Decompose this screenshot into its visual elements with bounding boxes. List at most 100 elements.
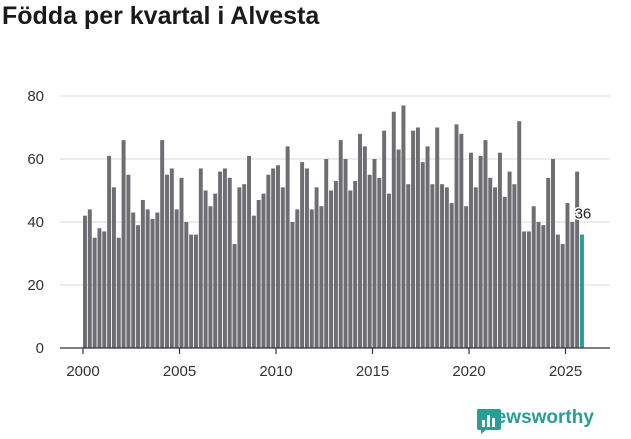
bar[interactable] <box>570 222 575 348</box>
bar[interactable] <box>184 222 189 348</box>
bar[interactable] <box>169 168 174 348</box>
bar[interactable] <box>493 187 498 348</box>
bar[interactable] <box>193 234 198 348</box>
bar[interactable] <box>174 209 179 348</box>
bar[interactable] <box>420 162 425 348</box>
bar[interactable] <box>575 171 580 348</box>
bar[interactable] <box>227 177 232 348</box>
bar[interactable] <box>435 127 440 349</box>
bar[interactable] <box>285 146 290 348</box>
bar[interactable] <box>256 199 261 348</box>
bar[interactable] <box>386 193 391 348</box>
bar[interactable] <box>425 146 430 348</box>
bar[interactable] <box>367 174 372 348</box>
bar[interactable] <box>232 244 237 348</box>
bar[interactable] <box>242 184 247 348</box>
bar[interactable] <box>179 177 184 348</box>
bar[interactable] <box>444 187 449 348</box>
bar[interactable] <box>136 225 141 348</box>
bar[interactable] <box>309 209 314 348</box>
bar[interactable] <box>189 234 194 348</box>
bar[interactable] <box>377 177 382 348</box>
bar[interactable] <box>116 237 121 348</box>
bar[interactable] <box>546 177 551 348</box>
bar[interactable] <box>478 155 483 348</box>
bar[interactable] <box>396 149 401 348</box>
bar[interactable] <box>415 127 420 349</box>
bar[interactable] <box>469 152 473 348</box>
bar[interactable] <box>222 168 227 348</box>
bar[interactable] <box>208 206 213 348</box>
bar[interactable] <box>560 244 565 348</box>
bar-latest[interactable] <box>579 234 584 348</box>
bar[interactable] <box>358 133 362 348</box>
bar[interactable] <box>512 184 517 348</box>
bar[interactable] <box>440 184 445 348</box>
bar[interactable] <box>488 177 493 348</box>
bar[interactable] <box>319 206 324 348</box>
bar[interactable] <box>483 140 488 348</box>
bar[interactable] <box>83 215 87 348</box>
bar[interactable] <box>362 146 367 348</box>
bar[interactable] <box>126 174 131 348</box>
bar[interactable] <box>131 212 136 348</box>
bar[interactable] <box>97 228 102 348</box>
bar[interactable] <box>304 168 309 348</box>
bar[interactable] <box>165 174 169 348</box>
bar[interactable] <box>526 231 531 348</box>
bar[interactable] <box>406 184 411 348</box>
bar[interactable] <box>92 237 97 348</box>
bar[interactable] <box>155 212 160 348</box>
bar[interactable] <box>401 105 406 348</box>
bar[interactable] <box>295 209 300 348</box>
bar[interactable] <box>271 168 276 348</box>
bar[interactable] <box>324 159 329 348</box>
bar[interactable] <box>251 215 256 348</box>
bar[interactable] <box>430 184 435 348</box>
bar[interactable] <box>551 159 555 348</box>
bar[interactable] <box>555 234 560 348</box>
bar[interactable] <box>237 187 242 348</box>
bar[interactable] <box>464 206 469 348</box>
bar[interactable] <box>247 155 252 348</box>
bar[interactable] <box>107 155 112 348</box>
bar[interactable] <box>87 209 92 348</box>
bar[interactable] <box>266 174 271 348</box>
bar[interactable] <box>454 124 459 348</box>
bar[interactable] <box>565 203 570 348</box>
bar[interactable] <box>314 187 319 348</box>
bar[interactable] <box>213 193 218 348</box>
bar[interactable] <box>411 130 416 348</box>
bar[interactable] <box>382 130 387 348</box>
bar[interactable] <box>343 159 348 348</box>
bar[interactable] <box>218 171 223 348</box>
bar[interactable] <box>290 222 295 348</box>
bar[interactable] <box>150 218 155 348</box>
bar[interactable] <box>536 222 541 348</box>
bar[interactable] <box>198 168 203 348</box>
bar[interactable] <box>522 231 527 348</box>
bar[interactable] <box>333 181 338 348</box>
bar[interactable] <box>348 190 353 349</box>
bar[interactable] <box>473 187 478 348</box>
bar[interactable] <box>329 190 334 349</box>
bar[interactable] <box>507 171 512 348</box>
bar[interactable] <box>541 225 546 348</box>
bar[interactable] <box>276 165 280 348</box>
bar[interactable] <box>497 152 502 348</box>
bar[interactable] <box>353 181 358 348</box>
bar[interactable] <box>502 196 507 348</box>
bar[interactable] <box>145 209 150 348</box>
bar[interactable] <box>261 193 266 348</box>
bar[interactable] <box>280 187 285 348</box>
bar[interactable] <box>111 187 116 348</box>
bar[interactable] <box>203 190 208 349</box>
bar[interactable] <box>102 231 107 348</box>
bar[interactable] <box>459 133 464 348</box>
bar[interactable] <box>391 111 396 348</box>
bar[interactable] <box>300 162 305 348</box>
bar[interactable] <box>121 140 126 348</box>
bar[interactable] <box>140 199 145 348</box>
bar[interactable] <box>338 140 343 348</box>
bar[interactable] <box>517 121 522 348</box>
